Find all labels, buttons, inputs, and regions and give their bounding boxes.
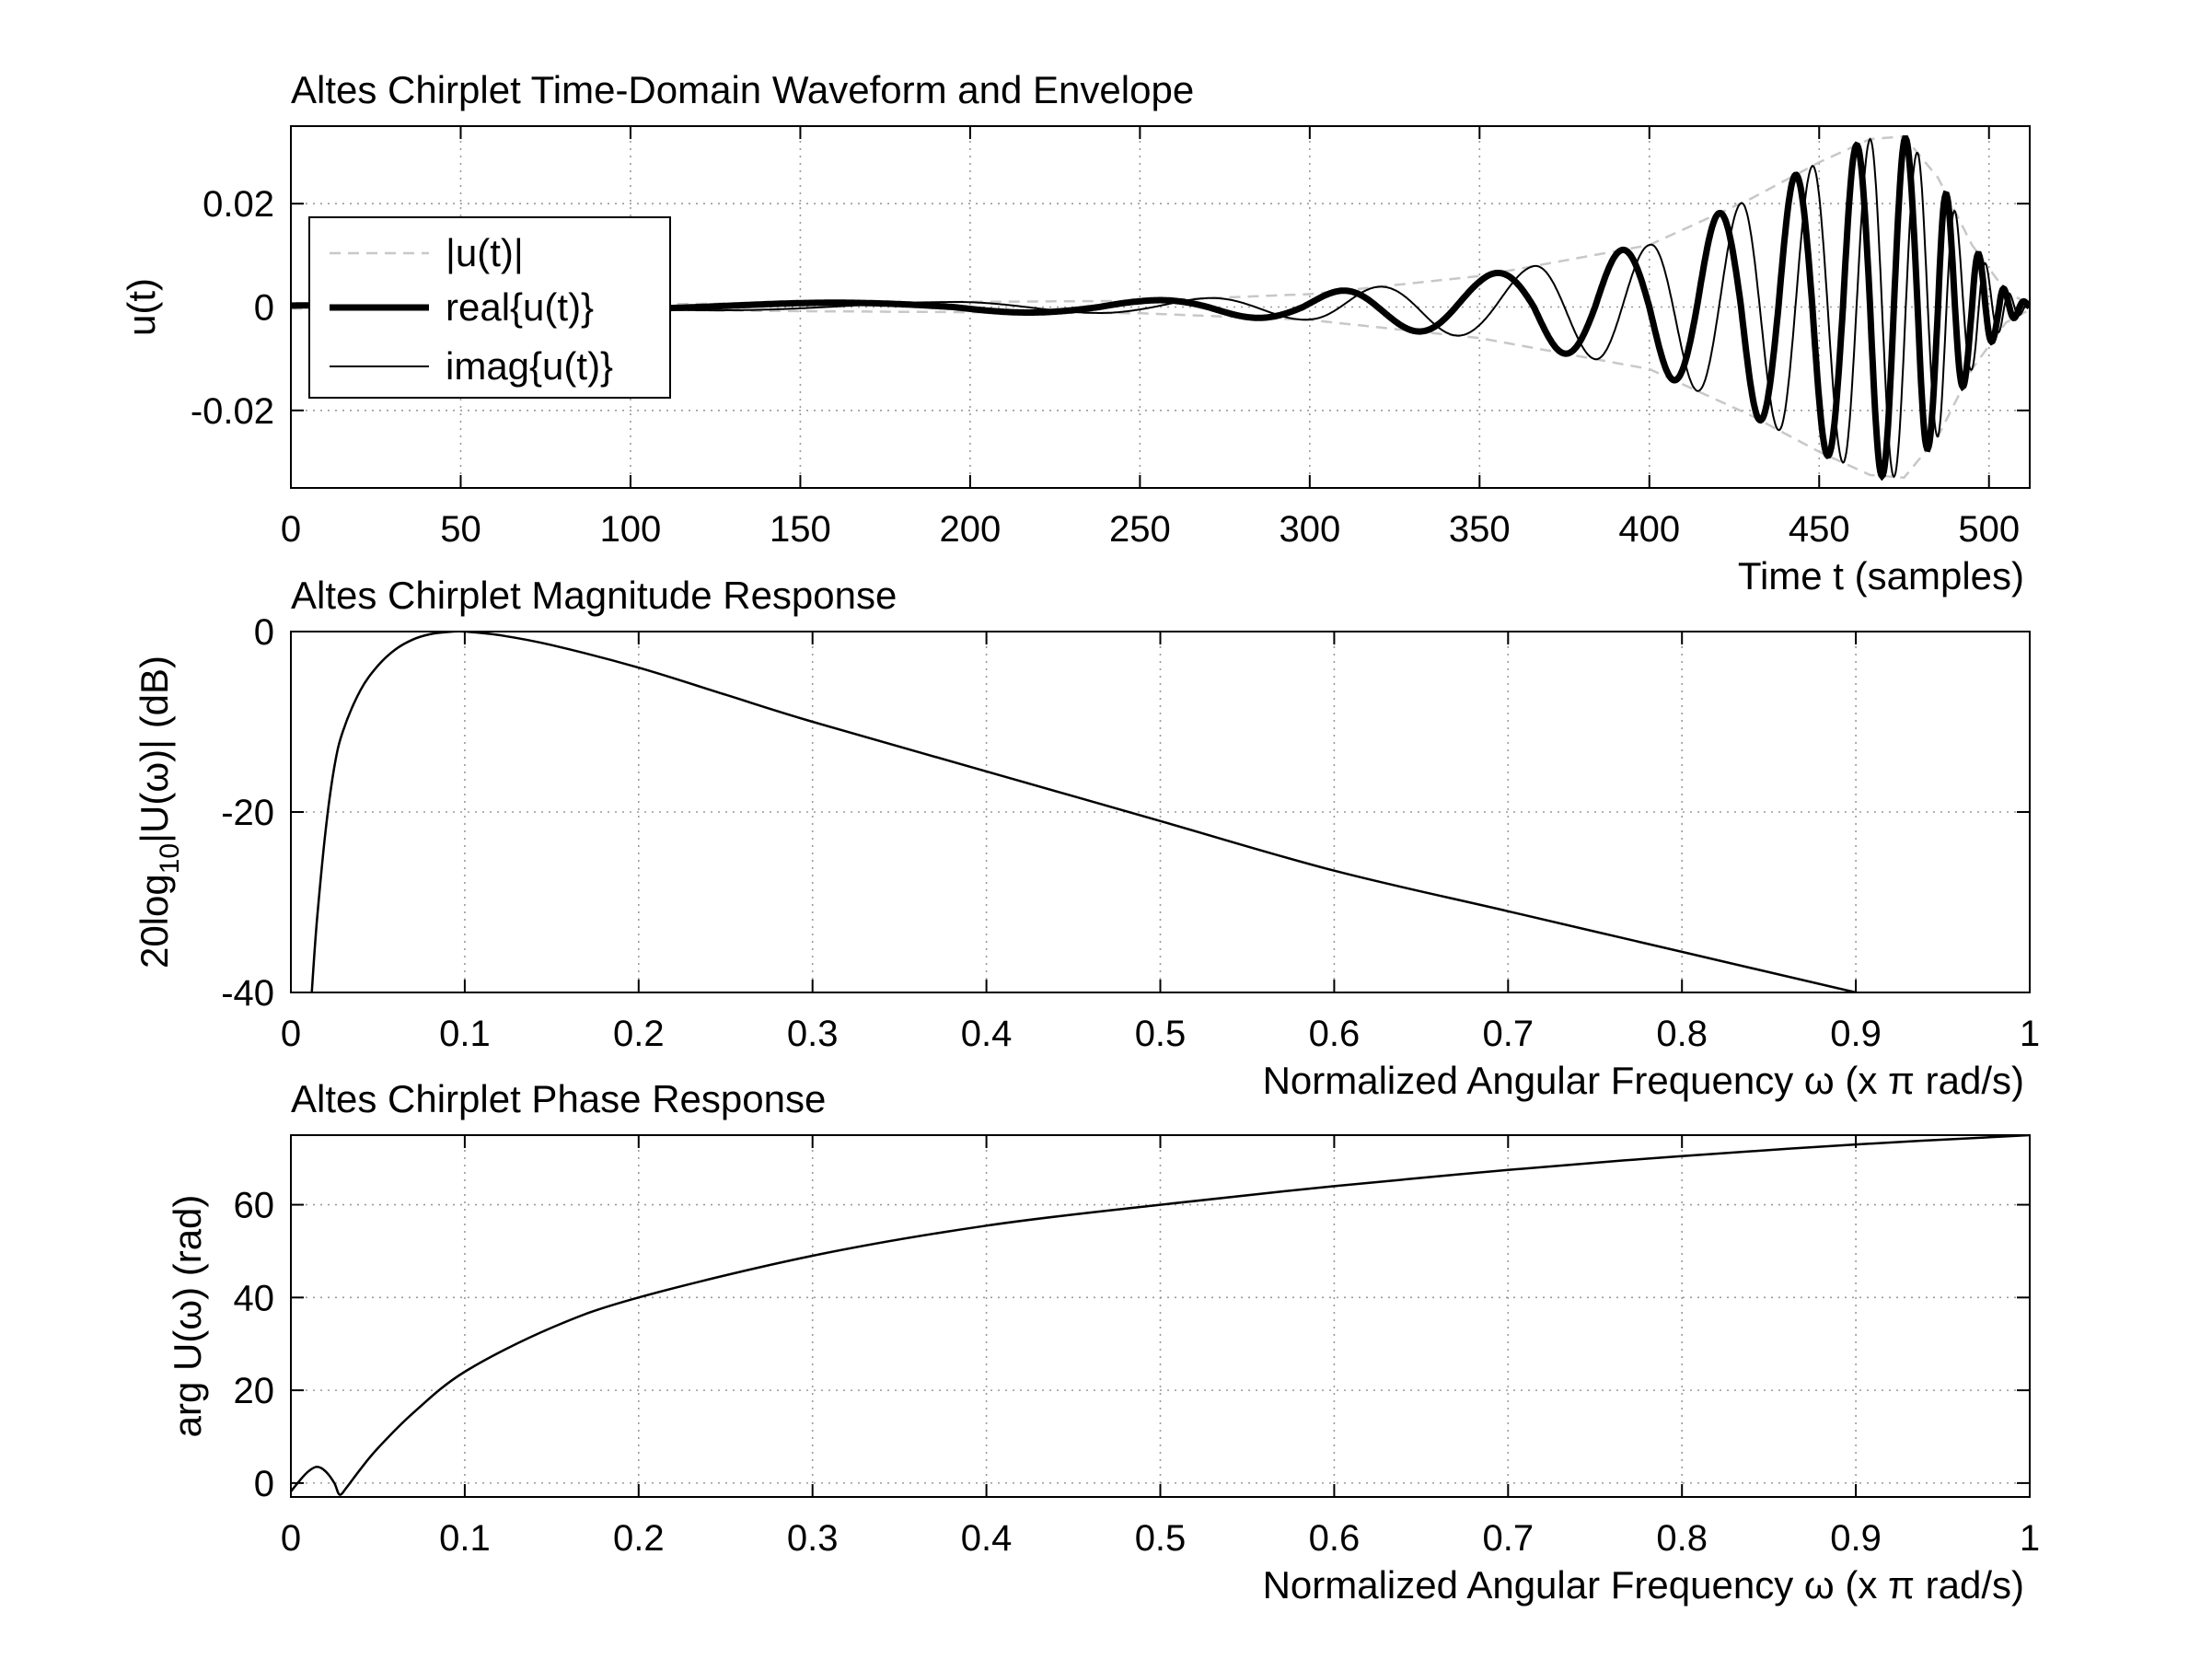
x-tick-label: 0.6 xyxy=(1309,1014,1361,1054)
y-tick-label: -20 xyxy=(221,793,274,833)
x-tick-label: 300 xyxy=(1279,509,1340,550)
x-tick-label: 0.2 xyxy=(613,1518,665,1559)
x-tick-label: 450 xyxy=(1789,509,1850,550)
y-tick-label: -0.02 xyxy=(191,391,274,432)
x-tick-label: 0.9 xyxy=(1830,1014,1882,1054)
x-tick-label: 0 xyxy=(281,1014,301,1054)
x-tick-label: 0.1 xyxy=(439,1014,491,1054)
x-tick-label: 0.1 xyxy=(439,1518,491,1559)
x-tick-label: 0.5 xyxy=(1135,1014,1187,1054)
chart-title: Altes Chirplet Time-Domain Waveform and … xyxy=(291,68,1194,111)
axes-frame xyxy=(290,1134,2031,1498)
y-axis-label-part: 20log xyxy=(133,874,176,969)
magnitude-series-line xyxy=(310,632,1857,992)
y-axis-label-part: |U(ω)| (dB) xyxy=(133,655,176,843)
y-axis-label: arg U(ω) (rad) xyxy=(166,1195,209,1438)
y-tick-label: 20 xyxy=(234,1371,275,1411)
y-tick-label: 0 xyxy=(254,288,274,329)
axes-frame xyxy=(290,631,2031,993)
y-axis-label: u(t) xyxy=(120,278,163,336)
x-tick-label: 1 xyxy=(2020,1518,2040,1559)
x-tick-label: 150 xyxy=(770,509,831,550)
y-tick-label: 0 xyxy=(254,612,274,653)
x-tick-label: 0.9 xyxy=(1830,1518,1882,1559)
y-axis-label: 20log10|U(ω)| (dB) xyxy=(133,655,185,969)
x-axis-label: Time t (samples) xyxy=(1738,554,2024,597)
x-tick-label: 0 xyxy=(281,509,301,550)
x-tick-label: 50 xyxy=(440,509,481,550)
axes-frame xyxy=(290,125,2031,489)
legend: |u(t)| real{u(t)} imag{u(t)} xyxy=(308,216,671,399)
y-tick-label: 60 xyxy=(234,1186,275,1226)
x-tick-label: 0 xyxy=(281,1518,301,1559)
x-tick-label: 500 xyxy=(1958,509,2020,550)
x-tick-label: 0.4 xyxy=(961,1014,1013,1054)
chart-2: 0 0.1 0.2 0.3 0.4 0.5 0.6 0.7 0.8 0.9 1 -40 -20 0 Alte… xyxy=(133,574,2040,1102)
x-tick-label: 0.2 xyxy=(613,1014,665,1054)
x-tick-label: 100 xyxy=(600,509,662,550)
x-tick-label: 0.6 xyxy=(1309,1518,1361,1559)
x-axis-label: Normalized Angular Frequency ω (x π rad/… xyxy=(1263,1059,2024,1102)
x-tick-label: 0.7 xyxy=(1482,1518,1534,1559)
x-tick-label: 350 xyxy=(1449,509,1511,550)
envelope-lower-line xyxy=(291,307,2030,480)
x-tick-label: 0.5 xyxy=(1135,1518,1187,1559)
plot-area xyxy=(291,1135,2030,1496)
x-axis-label: Normalized Angular Frequency ω (x π rad/… xyxy=(1263,1563,2024,1607)
plot-area xyxy=(310,632,1857,992)
x-tick-label: 200 xyxy=(940,509,1002,550)
chart-3: 0 0.1 0.2 0.3 0.4 0.5 0.6 0.7 0.8 0.9 1 0 20 40 60 Alte… xyxy=(166,1077,2040,1607)
x-tick-label: 0.8 xyxy=(1656,1518,1708,1559)
chart-title: Altes Chirplet Phase Response xyxy=(291,1077,826,1120)
x-tick-label: 0.8 xyxy=(1656,1014,1708,1054)
x-tick-label: 1 xyxy=(2020,1014,2040,1054)
x-tick-label: 0.7 xyxy=(1482,1014,1534,1054)
x-tick-label: 250 xyxy=(1109,509,1171,550)
x-tick-label: 0.4 xyxy=(961,1518,1013,1559)
legend-label: real{u(t)} xyxy=(446,285,594,329)
legend-label: imag{u(t)} xyxy=(446,344,613,388)
x-tick-label: 0.3 xyxy=(787,1518,839,1559)
x-tick-label: 0.3 xyxy=(787,1014,839,1054)
chart-1: 0 50 100 150 200 250 300 350 400 450 500 -0.02 0 0.02… xyxy=(120,68,2031,597)
y-tick-label: 40 xyxy=(234,1278,275,1318)
legend-label: |u(t)| xyxy=(446,231,524,274)
phase-series-line xyxy=(291,1135,2030,1496)
chart-title: Altes Chirplet Magnitude Response xyxy=(291,574,897,617)
y-axis-label-subscript: 10 xyxy=(155,843,185,874)
x-tick-label: 400 xyxy=(1618,509,1680,550)
y-tick-label: 0.02 xyxy=(203,184,274,225)
y-tick-label: 0 xyxy=(254,1464,274,1504)
y-tick-label: -40 xyxy=(221,973,274,1014)
